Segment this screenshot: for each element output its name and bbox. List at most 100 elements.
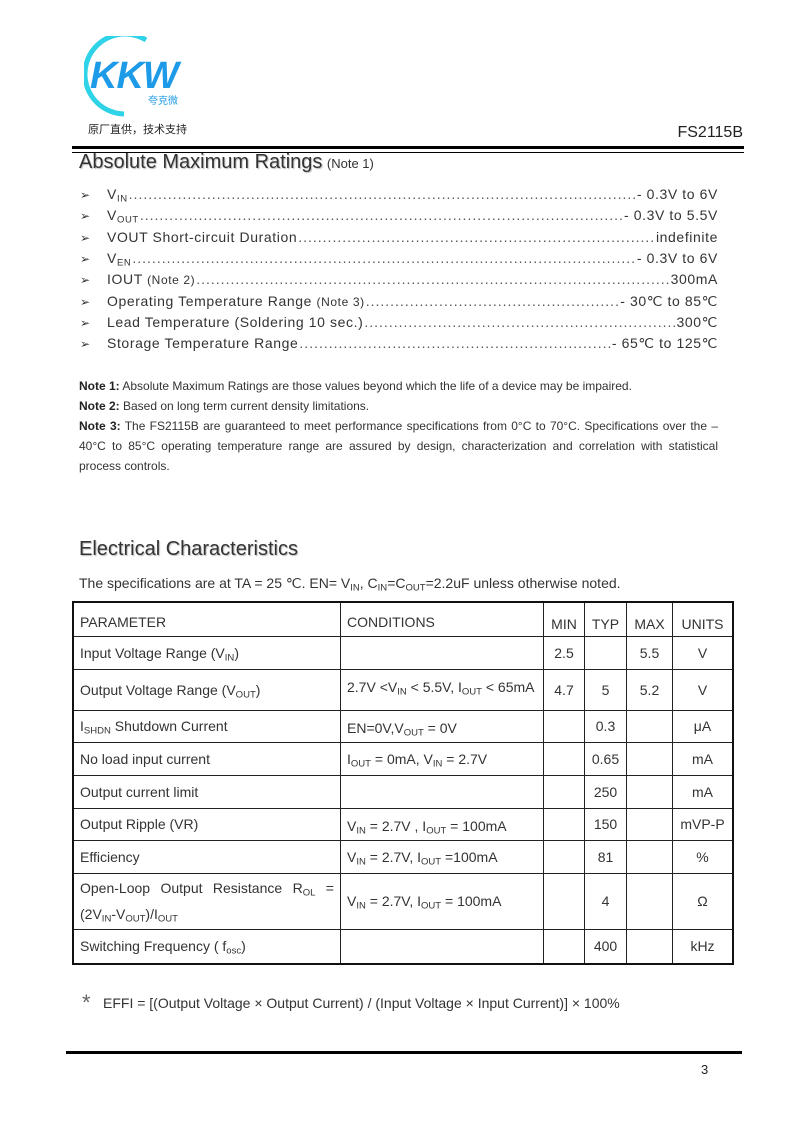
text-segment: = 2.7V, I [365, 848, 422, 865]
dot-leader: ........................................… [132, 250, 636, 266]
text-segment: The specifications are at TA = 25 ℃. EN=… [79, 575, 351, 591]
text-segment: Input Voltage Range (V [80, 644, 225, 661]
note-label: Note 3: [79, 419, 121, 433]
subscript: OUT [403, 726, 424, 738]
units-cell: mA [672, 774, 734, 809]
note-label: Note 1: [79, 379, 120, 393]
table-row: Output current limit 250 mA [72, 774, 734, 809]
rating-label: VOUT Short-circuit Duration [107, 229, 297, 245]
note-ref: (Note 3) [316, 295, 365, 309]
text-segment: V [107, 207, 117, 223]
rating-item: ➢ VOUT Short-circuit Duration............… [80, 229, 718, 249]
table-row: Input Voltage Range (VIN) 2.5 5.5 V [72, 635, 734, 670]
min-cell [543, 709, 585, 743]
param-cell: Output current limit [72, 774, 341, 809]
subscript: IN [116, 193, 128, 205]
text-segment: , C [359, 575, 378, 591]
subscript: IN [432, 757, 443, 769]
text-segment: EN=0V,V [347, 719, 404, 736]
min-cell [543, 839, 585, 874]
rating-value: - 0.3V to 5.5V [623, 207, 718, 223]
table-row: No load input current IOUT = 0mA, VIN = 2… [72, 741, 734, 776]
conditions-cell [340, 774, 544, 809]
rating-label: VEN [107, 250, 131, 268]
text-segment: = 100mA [446, 817, 507, 834]
text-segment: Operating Temperature Range [107, 293, 317, 309]
rating-item: ➢ VEN....................................… [80, 250, 718, 270]
typ-cell: 0.3 [584, 709, 627, 743]
text-segment: Shutdown Current [110, 718, 228, 734]
column-header: MAX [626, 601, 673, 637]
subscript: OUT [157, 913, 178, 925]
footnote-text: EFFI = [(Output Voltage × Output Current… [103, 995, 620, 1011]
logo-arc [84, 36, 148, 117]
rating-label: IOUT (Note 2) [107, 271, 195, 287]
column-header: MIN [543, 601, 585, 637]
dot-leader: ........................................… [139, 207, 623, 223]
conditions-cell: 2.7V <VIN < 5.5V, IOUT < 65mA [340, 668, 544, 711]
text-segment: V [107, 186, 117, 202]
header-rule-thick [72, 146, 744, 149]
arrow-bullet-icon: ➢ [80, 295, 91, 309]
rating-value: 300℃ [676, 314, 718, 330]
subscript: IN [350, 582, 360, 594]
min-cell [543, 928, 585, 965]
max-cell [626, 709, 673, 743]
text-segment: )/I [145, 906, 158, 922]
rating-value: 300mA [670, 271, 718, 287]
rating-value: - 30℃ to 85℃ [620, 293, 718, 309]
subscript: OUT [461, 685, 482, 697]
rating-value: - 0.3V to 6V [636, 186, 718, 202]
min-cell [543, 741, 585, 776]
text-segment: ) [241, 938, 246, 955]
rating-value: indefinite [655, 229, 718, 245]
rating-label: VIN [107, 186, 128, 205]
typ-cell: 5 [584, 668, 627, 711]
rating-item: ➢ Lead Temperature (Soldering 10 sec.)...… [80, 314, 718, 334]
conditions-cell: EN=0V,VOUT = 0V [340, 709, 544, 743]
text-segment: VOUT Short-circuit Duration [107, 229, 298, 245]
text-segment: I [347, 750, 351, 767]
arrow-bullet-icon: ➢ [80, 209, 91, 223]
units-cell: % [672, 839, 734, 874]
min-cell: 4.7 [543, 668, 585, 711]
rating-label: VOUT [107, 207, 139, 225]
text-segment: 2.7V <V [347, 678, 398, 695]
subscript: OUT [350, 757, 371, 769]
table-header-row: PARAMETER CONDITIONS MIN TYP MAX UNITS [72, 601, 734, 637]
conditions-cell: VIN = 2.7V , IOUT = 100mA [340, 807, 544, 841]
rating-item: ➢ IOUT (Note 2)..........................… [80, 271, 718, 291]
note-text: Based on long term current density limit… [119, 399, 370, 413]
text-segment: = 2.7V [442, 750, 488, 767]
text-segment: Output current limit [80, 783, 199, 800]
subscript: OUT [235, 688, 256, 700]
arrow-bullet-icon: ➢ [80, 273, 91, 287]
typ-cell: 4 [584, 872, 627, 930]
min-cell: 2.5 [543, 635, 585, 670]
units-cell: Ω [672, 872, 734, 930]
note-label: Note 2: [79, 399, 120, 413]
param-cell: Output Ripple (VR) [72, 807, 341, 841]
text-segment: IOUT [107, 271, 148, 287]
min-cell [543, 807, 585, 841]
text-segment: V [347, 848, 357, 865]
dot-leader: ........................................… [299, 335, 610, 351]
text-segment: ) [255, 681, 261, 698]
min-cell [543, 872, 585, 930]
arrow-bullet-icon: ➢ [80, 231, 91, 245]
note-2: Note 2: Based on long term current densi… [79, 396, 718, 416]
logo-chinese: 夸克微 [148, 96, 178, 107]
text-segment: Efficiency [80, 848, 140, 865]
typ-cell: 81 [584, 839, 627, 874]
text-segment: =100mA [441, 848, 498, 865]
units-cell: V [672, 635, 734, 670]
rating-item: ➢ Storage Temperature Range..............… [80, 335, 718, 355]
max-cell [626, 872, 673, 930]
kkw-logo [84, 36, 148, 117]
rating-item: ➢ VIN....................................… [80, 186, 718, 206]
text-segment: Output Voltage Range (V [80, 681, 236, 698]
rating-label: Lead Temperature (Soldering 10 sec.) [107, 314, 363, 330]
note-text: Absolute Maximum Ratings are those value… [119, 379, 632, 393]
conditions-cell: VIN = 2.7V, IOUT =100mA [340, 839, 544, 874]
units-cell: V [672, 668, 734, 711]
